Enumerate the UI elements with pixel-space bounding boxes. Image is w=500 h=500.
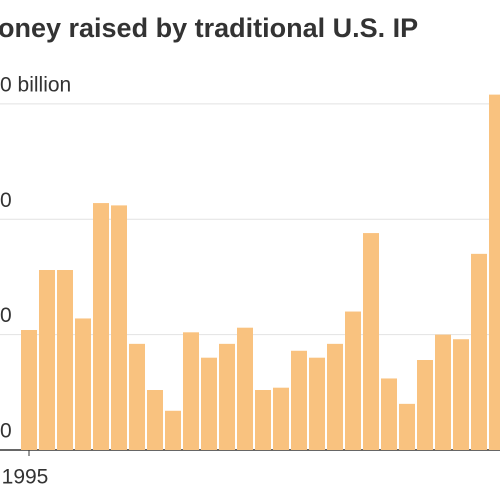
bar — [381, 378, 397, 450]
bar — [183, 332, 199, 450]
y-tick-label: 0 — [0, 304, 12, 327]
bar — [417, 360, 433, 450]
bar — [435, 334, 451, 450]
bar — [75, 318, 91, 450]
chart-title: oney raised by traditional U.S. IP — [0, 13, 418, 43]
y-tick-label: 0 billion — [0, 73, 71, 96]
bar — [129, 343, 145, 450]
bar — [399, 403, 415, 450]
bar — [201, 357, 217, 450]
bar — [273, 387, 289, 450]
bar — [345, 311, 361, 450]
bar — [219, 343, 235, 450]
bar — [57, 270, 73, 450]
bar — [39, 270, 55, 450]
bar — [111, 205, 127, 450]
y-tick-label: 0 — [0, 420, 12, 443]
y-tick-label: 0 — [0, 189, 12, 212]
bar — [453, 339, 469, 450]
bar — [363, 233, 379, 450]
bar — [21, 330, 37, 450]
bar — [489, 94, 500, 450]
bar — [309, 357, 325, 450]
bar — [93, 203, 109, 450]
bar — [291, 350, 307, 450]
bar — [165, 410, 181, 450]
bar — [255, 390, 271, 450]
x-tick-label: 1995 — [2, 466, 49, 489]
bar — [237, 327, 253, 450]
bar — [471, 253, 487, 450]
bar — [327, 343, 343, 450]
bar — [147, 390, 163, 450]
